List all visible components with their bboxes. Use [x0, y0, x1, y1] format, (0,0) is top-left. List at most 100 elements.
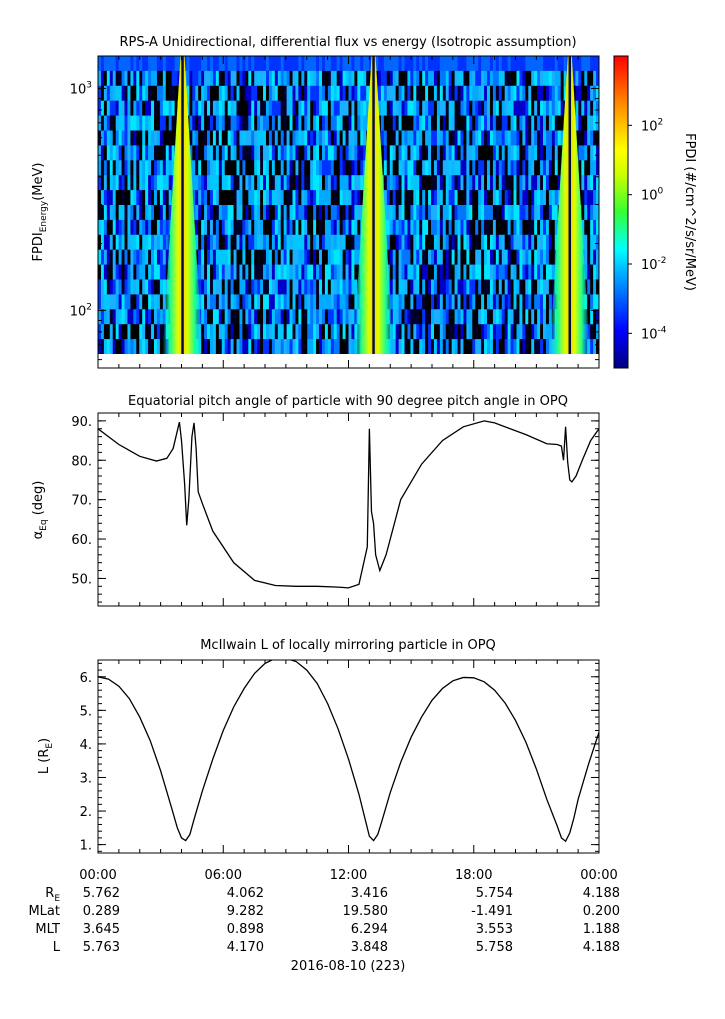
heatmap-cell [162, 219, 167, 236]
heatmap-cell [540, 115, 544, 131]
heatmap-cell [590, 234, 594, 251]
heatmap-cell [265, 339, 270, 355]
heatmap-cell [431, 294, 435, 310]
heatmap-cell [386, 249, 391, 265]
heatmap-cell [572, 56, 576, 72]
heatmap-cell [451, 205, 455, 221]
heatmap-cell [124, 100, 128, 116]
heatmap-cell [330, 130, 335, 146]
heatmap-cell [242, 294, 246, 310]
heatmap-cell [507, 115, 511, 131]
heatmap-cell [481, 130, 485, 146]
heatmap-cell [283, 56, 288, 72]
heatmap-cell [283, 234, 288, 251]
heatmap-cell [236, 190, 240, 206]
heatmap-cell [316, 205, 320, 221]
heatmap-cell [218, 234, 223, 251]
heatmap-cell [587, 234, 591, 251]
heatmap-cell [392, 309, 397, 325]
heatmap-cell [342, 175, 346, 191]
heatmap-cell [431, 219, 435, 236]
heatmap-cell [148, 70, 152, 87]
heatmap-cell [428, 190, 432, 206]
heatmap-cell [548, 190, 553, 206]
heatmap-cell [410, 339, 414, 355]
heatmap-cell [274, 160, 279, 176]
heatmap-cell [236, 339, 240, 355]
heatmap-cell [321, 100, 326, 116]
heatmap-cell [133, 249, 137, 265]
heatmap-cell [389, 85, 394, 102]
heatmap-cell [534, 205, 538, 221]
heatmap-cell [554, 234, 559, 251]
heatmap-cell [265, 205, 270, 221]
heatmap-cell [327, 309, 332, 325]
heatmap-cell [463, 234, 467, 251]
heatmap-cell [121, 339, 125, 355]
heatmap-cell [189, 115, 193, 131]
heatmap-cell [292, 190, 296, 206]
heatmap-cell [407, 339, 411, 355]
heatmap-cell [548, 115, 553, 131]
heatmap-cell [545, 324, 550, 340]
heatmap-cell [257, 264, 261, 280]
heatmap-cell [268, 100, 273, 116]
heatmap-cell [145, 324, 149, 340]
heatmap-cell [475, 264, 479, 280]
heatmap-cell [357, 249, 361, 265]
panel1-x-ticks [97, 56, 600, 368]
heatmap-cell [148, 100, 152, 116]
heatmap-cell [339, 70, 344, 87]
heatmap-cell [224, 294, 229, 310]
heatmap-cell [472, 249, 476, 265]
heatmap-cell [425, 249, 429, 265]
heatmap-cell [115, 309, 120, 325]
heatmap-cell [433, 115, 438, 131]
heatmap-cell [581, 85, 585, 102]
heatmap-cell [484, 70, 488, 87]
heatmap-cell [198, 279, 202, 295]
heatmap-cell [165, 85, 170, 102]
heatmap-cell [543, 249, 547, 265]
heatmap-cell [454, 339, 458, 355]
heatmap-cell [510, 339, 514, 355]
heatmap-cell [454, 324, 458, 340]
heatmap-cell [251, 324, 255, 340]
heatmap-cell [207, 309, 211, 325]
heatmap-cell [578, 145, 582, 161]
heatmap-cell [596, 294, 599, 310]
heatmap-cell [98, 205, 102, 221]
heatmap-cell [136, 339, 140, 355]
heatmap-cell [260, 279, 264, 295]
heatmap-cell [342, 85, 346, 102]
heatmap-cell [492, 279, 497, 295]
heatmap-cell [115, 115, 120, 131]
heatmap-cell [145, 294, 149, 310]
heatmap-cell [100, 309, 105, 325]
heatmap-cell [100, 339, 105, 355]
heatmap-cell [351, 249, 355, 265]
heatmap-cell [121, 145, 125, 161]
heatmap-cell [354, 56, 358, 72]
heatmap-cell [519, 219, 523, 236]
heatmap-cell [457, 324, 461, 340]
heatmap-cell [519, 190, 523, 206]
heatmap-cell [227, 339, 232, 355]
heatmap-cell [159, 70, 164, 87]
heatmap-cell [460, 145, 464, 161]
ephemeris-value: 0.289 [83, 904, 120, 919]
heatmap-cell [492, 309, 497, 325]
heatmap-cell [162, 115, 167, 131]
heatmap-cell [428, 85, 432, 102]
heatmap-cell [245, 339, 249, 355]
heatmap-cell [584, 160, 588, 176]
heatmap-cell [313, 205, 317, 221]
heatmap-cell [439, 324, 444, 340]
heatmap-cell [130, 100, 134, 116]
heatmap-cell [419, 115, 423, 131]
heatmap-cell [257, 294, 261, 310]
heatmap-cell [221, 264, 226, 280]
heatmap-cell [106, 324, 111, 340]
heatmap-cell [324, 294, 329, 310]
